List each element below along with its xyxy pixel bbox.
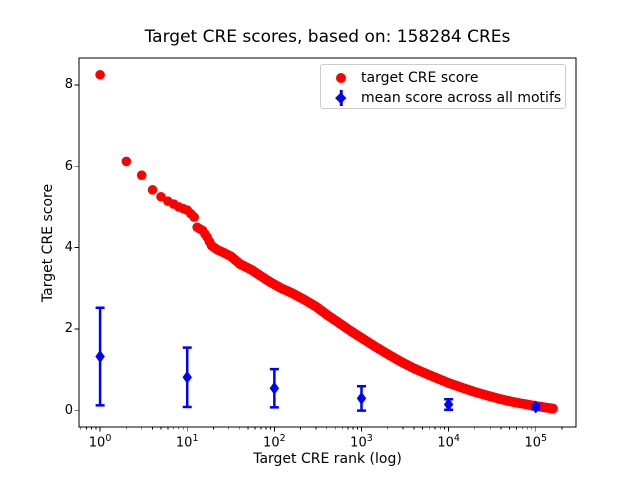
x-tick-label: 100 — [88, 433, 112, 451]
legend-label: mean score across all motifs — [361, 90, 562, 106]
y-tick-label: 0 — [64, 402, 73, 418]
y-tick-label: 6 — [64, 158, 73, 174]
y-tick-label: 2 — [64, 321, 73, 337]
legend-label: target CRE score — [361, 70, 479, 86]
x-axis-label: Target CRE rank (log) — [253, 451, 402, 467]
legend-item-target-cre-score: target CRE score — [321, 68, 565, 88]
y-tick-label: 8 — [64, 77, 73, 93]
x-tick-label: 104 — [437, 433, 460, 451]
legend: target CRE score mean score across all m… — [320, 64, 566, 109]
y-tick-label: 4 — [64, 240, 73, 256]
legend-item-mean-score: mean score across all motifs — [321, 88, 565, 108]
red-circle-marker-icon — [321, 68, 361, 88]
chart-title: Target CRE scores, based on: 158284 CREs — [144, 27, 511, 47]
blue-diamond-marker-icon — [321, 88, 361, 108]
x-tick-label: 105 — [524, 433, 548, 451]
x-tick-label: 103 — [350, 433, 373, 451]
x-tick-label: 101 — [175, 433, 199, 451]
x-tick-label: 102 — [263, 433, 286, 451]
